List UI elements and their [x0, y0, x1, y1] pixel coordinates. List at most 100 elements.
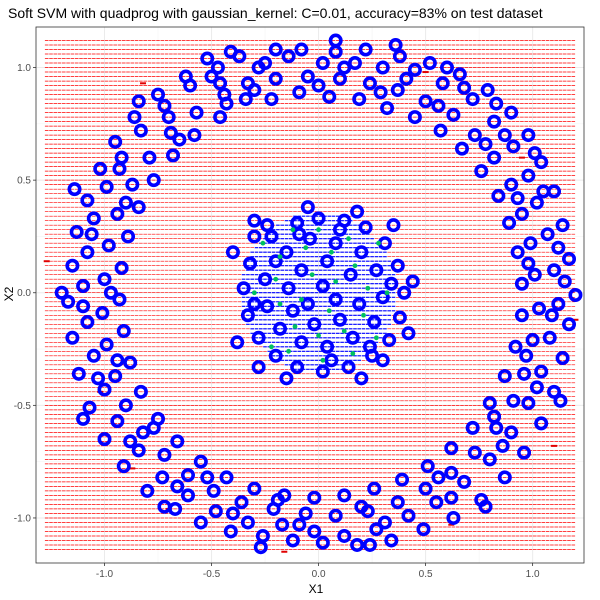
inner-disk-point — [343, 267, 358, 282]
inner-disk-point — [384, 276, 399, 291]
inner-disk-point — [279, 245, 294, 260]
inner-support-vectors — [251, 227, 390, 363]
outer-ring-point — [54, 285, 69, 300]
outer-ring-point — [223, 524, 238, 539]
inner-disk-point — [243, 256, 258, 271]
outer-ring-point — [478, 137, 493, 152]
outer-ring-point — [373, 85, 388, 100]
outer-ring-point — [444, 441, 459, 456]
inner-disk-point — [352, 297, 367, 312]
outer-ring-point — [170, 434, 185, 449]
outer-ring-point — [489, 96, 504, 111]
outer-ring-point — [487, 114, 502, 129]
inner-disk-point — [401, 326, 416, 341]
outer-ring-point — [435, 76, 450, 91]
outer-ring-point — [123, 355, 138, 370]
outer-ring-point — [121, 229, 136, 244]
outer-ring-point — [285, 533, 300, 548]
inner-support-vector — [376, 240, 381, 246]
outer-ring-point — [127, 110, 142, 125]
outer-ring-point — [101, 238, 116, 253]
outer-ring-point — [125, 177, 140, 192]
inner-disk-point — [350, 204, 365, 219]
outer-ring-point — [547, 263, 562, 278]
inner-support-vector — [316, 227, 321, 233]
outer-ring-point — [534, 416, 549, 431]
outer-ring-point — [482, 452, 497, 467]
inner-disk-point — [369, 263, 384, 278]
outer-ring-point — [352, 92, 367, 107]
inner-support-vector — [299, 297, 304, 302]
outer-ring-point — [350, 537, 365, 552]
inner-disk-point — [240, 308, 255, 323]
outer-ring-point — [80, 245, 95, 260]
inner-disk-point — [279, 371, 294, 386]
outer-ring-point — [439, 60, 454, 75]
inner-disk-point — [332, 222, 347, 237]
y-tick-label: 1.0 — [17, 63, 31, 74]
outer-ring-point — [292, 517, 307, 532]
outer-ring-point — [480, 83, 495, 98]
inner-disk-point — [294, 263, 309, 278]
inner-disk-point — [345, 330, 360, 345]
outer-ring-point — [180, 468, 195, 483]
outer-ring-point — [474, 164, 489, 179]
outer-ring-point — [418, 94, 433, 109]
inner-disk-point — [375, 353, 390, 368]
outer-ring-point — [69, 224, 84, 239]
outer-ring-point — [213, 76, 228, 91]
outer-ring-point — [234, 495, 249, 510]
outer-ring-point — [487, 409, 502, 424]
outer-ring-point — [401, 508, 416, 523]
inner-support-vector — [269, 344, 274, 350]
outer-ring-point — [204, 69, 219, 84]
outer-ring-point — [521, 168, 536, 183]
outer-ring-point — [562, 317, 577, 332]
inner-support-vector — [333, 279, 339, 284]
outer-ring-point — [232, 49, 247, 64]
outer-ring-point — [110, 206, 125, 221]
inner-disk-point — [311, 211, 326, 226]
outer-ring-point — [529, 380, 544, 395]
outer-ring-point — [76, 411, 91, 426]
outer-ring-point — [99, 179, 114, 194]
outer-ring-point — [67, 182, 82, 197]
outer-ring-point — [540, 227, 555, 242]
outer-ring-point — [521, 396, 536, 411]
inner-disk-point — [258, 272, 273, 287]
outer-ring-point — [238, 92, 253, 107]
outer-ring-point — [108, 369, 123, 384]
outer-ring-point — [307, 490, 322, 505]
outer-ring-point — [497, 470, 512, 485]
outer-ring-point — [487, 150, 502, 165]
outer-ring-point — [225, 506, 240, 521]
outer-ring-point — [527, 267, 542, 282]
inner-support-vector — [260, 240, 266, 246]
outer-ring-point — [65, 258, 80, 273]
outer-ring-point — [142, 150, 157, 165]
outer-ring-point — [65, 330, 80, 345]
outer-ring-point — [354, 499, 369, 514]
outer-ring-point — [146, 173, 161, 188]
inner-disk-point — [320, 254, 335, 269]
outer-ring-point — [495, 438, 510, 453]
outer-ring-point — [407, 62, 422, 77]
outer-ring-point — [140, 483, 155, 498]
inner-support-vector — [341, 328, 347, 334]
inner-disk-point — [300, 297, 315, 312]
inner-disk-point — [328, 292, 343, 307]
x-tick-label: -1.0 — [96, 569, 114, 580]
outer-ring-point — [268, 71, 283, 86]
outer-ring-point — [133, 384, 148, 399]
outer-ring-point — [298, 506, 313, 521]
chart-title: Soft SVM with quadprog with gaussian_ker… — [8, 5, 543, 21]
inner-support-vector — [286, 348, 291, 354]
outer-ring-point — [108, 134, 123, 149]
y-tick-label: -0.5 — [14, 401, 32, 412]
outer-ring-point — [82, 400, 97, 415]
inner-support-vector — [290, 227, 296, 233]
outer-ring-point — [328, 508, 343, 523]
outer-ring-point — [392, 49, 407, 64]
inner-disk-point — [324, 353, 339, 368]
outer-ring-point — [118, 195, 133, 210]
